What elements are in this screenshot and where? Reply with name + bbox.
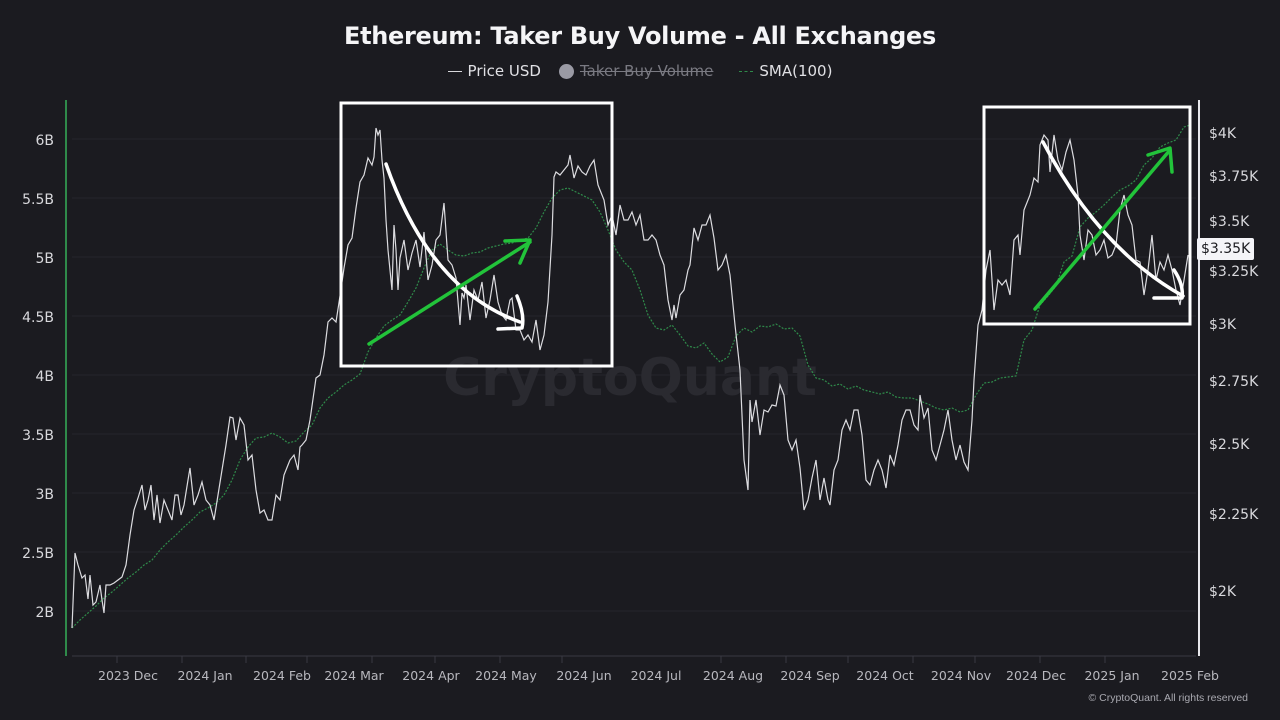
legend-label: Price USD: [467, 62, 541, 80]
svg-text:2024 Jul: 2024 Jul: [631, 668, 682, 683]
svg-text:$3.25K: $3.25K: [1209, 264, 1259, 280]
svg-text:2024 Mar: 2024 Mar: [324, 668, 384, 683]
svg-text:$3.75K: $3.75K: [1209, 169, 1259, 185]
legend-sma-100[interactable]: SMA(100): [739, 62, 832, 80]
svg-text:2023 Dec: 2023 Dec: [98, 668, 158, 683]
annotation-arrowhead-icon: [503, 238, 532, 265]
annotation-arrow-up-icon-1: [367, 240, 532, 346]
copyright-text: © CryptoQuant. All rights reserved: [1088, 692, 1248, 704]
chart-legend: Price USD Taker Buy Volume SMA(100): [0, 62, 1280, 80]
annotation-box-1: [339, 101, 614, 368]
right-axis-ticks: $4K $3.75K $3.5K $3.25K $3K $2.75K $2.5K…: [1209, 126, 1259, 600]
dashed-line-icon: [739, 70, 754, 72]
svg-text:2025 Feb: 2025 Feb: [1161, 668, 1219, 683]
svg-text:$2.5K: $2.5K: [1209, 437, 1250, 453]
annotation-arrow-up-icon-2: [1033, 148, 1172, 311]
dot-icon: [558, 63, 574, 79]
legend-taker-buy-volume[interactable]: Taker Buy Volume: [558, 62, 714, 80]
svg-text:2024 Sep: 2024 Sep: [780, 668, 839, 683]
svg-text:5B: 5B: [35, 251, 54, 267]
svg-text:5.5B: 5.5B: [22, 192, 54, 208]
svg-text:2024 Apr: 2024 Apr: [402, 668, 460, 683]
annotation-arrowhead-icon: [496, 294, 525, 331]
svg-text:4.5B: 4.5B: [22, 310, 54, 326]
watermark: CryptoQuant: [443, 348, 817, 408]
annotation-box-2: [982, 105, 1192, 326]
annotation-arrow-down-icon-2: [1041, 140, 1185, 298]
svg-text:2024 Nov: 2024 Nov: [931, 668, 992, 683]
svg-text:2B: 2B: [35, 605, 54, 621]
svg-text:3.5B: 3.5B: [22, 428, 54, 444]
svg-text:$2K: $2K: [1209, 584, 1237, 600]
svg-text:$4K: $4K: [1209, 126, 1237, 142]
svg-text:$2.25K: $2.25K: [1209, 507, 1259, 523]
svg-text:$3.5K: $3.5K: [1209, 214, 1250, 230]
annotation-arrowhead-icon: [1146, 146, 1174, 174]
svg-text:2024 Dec: 2024 Dec: [1006, 668, 1066, 683]
svg-text:2024 Jun: 2024 Jun: [556, 668, 611, 683]
svg-text:3B: 3B: [35, 487, 54, 503]
svg-text:2024 May: 2024 May: [475, 668, 537, 683]
svg-text:2024 Oct: 2024 Oct: [856, 668, 913, 683]
svg-text:$3K: $3K: [1209, 317, 1237, 333]
svg-text:4B: 4B: [35, 369, 54, 385]
svg-text:6B: 6B: [35, 133, 54, 149]
annotation-arrow-down-icon-1: [384, 162, 522, 324]
current-price-label: $3.35K: [1197, 238, 1255, 260]
grid-lines: [72, 138, 1196, 612]
chart-title: Ethereum: Taker Buy Volume - All Exchang…: [343, 22, 937, 50]
svg-text:2024 Jan: 2024 Jan: [177, 668, 232, 683]
legend-label: SMA(100): [759, 62, 833, 80]
svg-text:2024 Feb: 2024 Feb: [253, 668, 311, 683]
legend-label: Taker Buy Volume: [579, 62, 714, 80]
legend-price-usd[interactable]: Price USD: [447, 62, 541, 80]
svg-text:2025 Jan: 2025 Jan: [1084, 668, 1139, 683]
price-usd-line: [71, 127, 1189, 629]
svg-text:$2.75K: $2.75K: [1209, 374, 1259, 390]
svg-text:2.5B: 2.5B: [22, 546, 54, 562]
solid-line-icon: [447, 70, 462, 72]
sma-100-line: [71, 124, 1191, 629]
x-axis-ticks: [116, 656, 1106, 663]
annotation-arrowhead-icon: [1152, 268, 1185, 300]
svg-text:2024 Aug: 2024 Aug: [703, 668, 763, 683]
left-axis-ticks: 6B 5.5B 5B 4.5B 4B 3.5B 3B 2.5B 2B: [22, 133, 54, 621]
x-axis-labels: 2023 Dec 2024 Jan 2024 Feb 2024 Mar 2024…: [98, 668, 1219, 683]
